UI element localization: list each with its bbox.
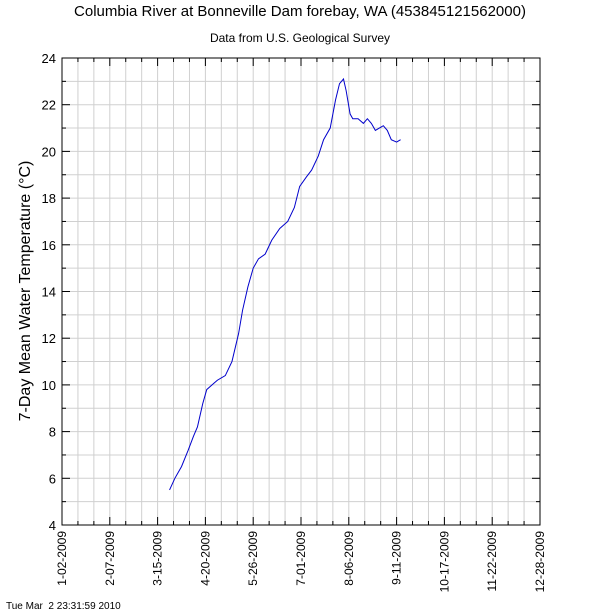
x-tick-label: 4-20-2009	[198, 531, 212, 586]
x-tick-label: 10-17-2009	[437, 531, 451, 593]
x-tick-label: 5-26-2009	[246, 531, 260, 586]
y-tick-label: 22	[42, 98, 56, 113]
x-tick-label: 9-11-2009	[390, 531, 404, 585]
x-tick-label: 7-01-2009	[294, 531, 308, 586]
chart-subtitle: Data from U.S. Geological Survey	[210, 31, 390, 45]
y-tick-label: 6	[49, 471, 56, 486]
y-tick-label: 20	[42, 144, 56, 159]
chart-title: Columbia River at Bonneville Dam forebay…	[74, 3, 526, 20]
footer: Tue Mar 2 23:31:59 2010	[6, 601, 121, 612]
y-tick-label: 24	[42, 51, 56, 66]
y-tick-label: 18	[42, 191, 56, 206]
y-tick-label: 8	[49, 425, 56, 440]
y-tick-label: 16	[42, 238, 56, 253]
x-tick-label: 3-15-2009	[151, 531, 165, 586]
x-tick-label: 11-22-2009	[485, 531, 499, 592]
y-tick-label: 12	[42, 331, 56, 346]
x-tick-label: 1-02-2009	[55, 531, 69, 586]
y-tick-label: 10	[42, 378, 56, 393]
y-tick-label: 4	[49, 518, 56, 533]
y-axis-label: 7-Day Mean Water Temperature (°C)	[17, 161, 34, 422]
data-line	[169, 77, 401, 491]
x-tick-label: 8-06-2009	[342, 531, 356, 586]
x-tick-label: 2-07-2009	[103, 531, 117, 586]
plot-frame	[61, 57, 541, 526]
y-tick-label: 14	[42, 285, 56, 300]
x-tick-label: 12-28-2009	[533, 531, 547, 593]
